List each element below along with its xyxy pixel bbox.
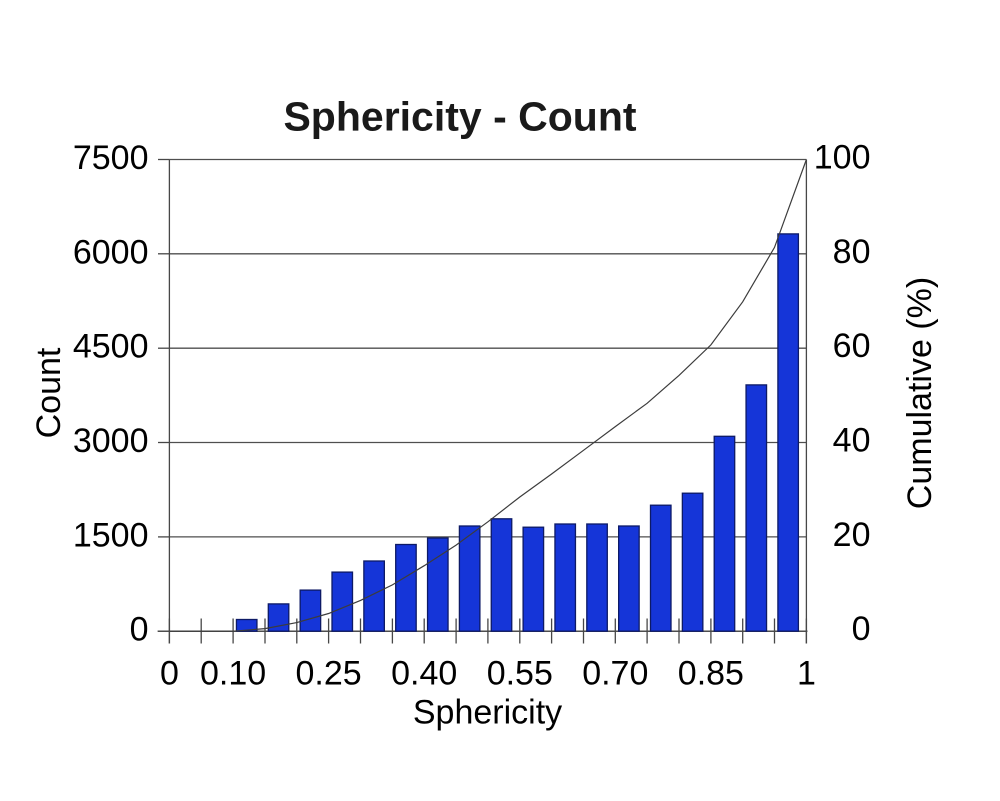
svg-text:3000: 3000	[73, 422, 149, 460]
svg-text:Sphericity: Sphericity	[413, 693, 562, 731]
svg-text:0.25: 0.25	[296, 655, 362, 693]
svg-text:6000: 6000	[73, 233, 149, 271]
svg-text:0.70: 0.70	[582, 655, 648, 693]
svg-text:100: 100	[814, 139, 871, 177]
svg-text:60: 60	[833, 327, 871, 365]
svg-text:0.55: 0.55	[487, 655, 553, 693]
svg-text:20: 20	[833, 516, 871, 554]
svg-text:40: 40	[833, 422, 871, 460]
svg-text:0: 0	[160, 655, 179, 693]
svg-text:0.40: 0.40	[391, 655, 457, 693]
svg-text:7500: 7500	[73, 139, 149, 177]
svg-text:80: 80	[833, 233, 871, 271]
svg-text:Cumulative (%): Cumulative (%)	[901, 277, 939, 509]
svg-text:0.85: 0.85	[678, 655, 744, 693]
svg-text:Count: Count	[30, 347, 68, 438]
svg-text:0.10: 0.10	[200, 655, 266, 693]
svg-text:0: 0	[852, 610, 871, 648]
svg-text:1: 1	[797, 655, 816, 693]
svg-text:1500: 1500	[73, 516, 149, 554]
svg-text:4500: 4500	[73, 328, 149, 366]
svg-text:Sphericity - Count: Sphericity - Count	[283, 93, 636, 139]
svg-text:0: 0	[130, 611, 149, 649]
